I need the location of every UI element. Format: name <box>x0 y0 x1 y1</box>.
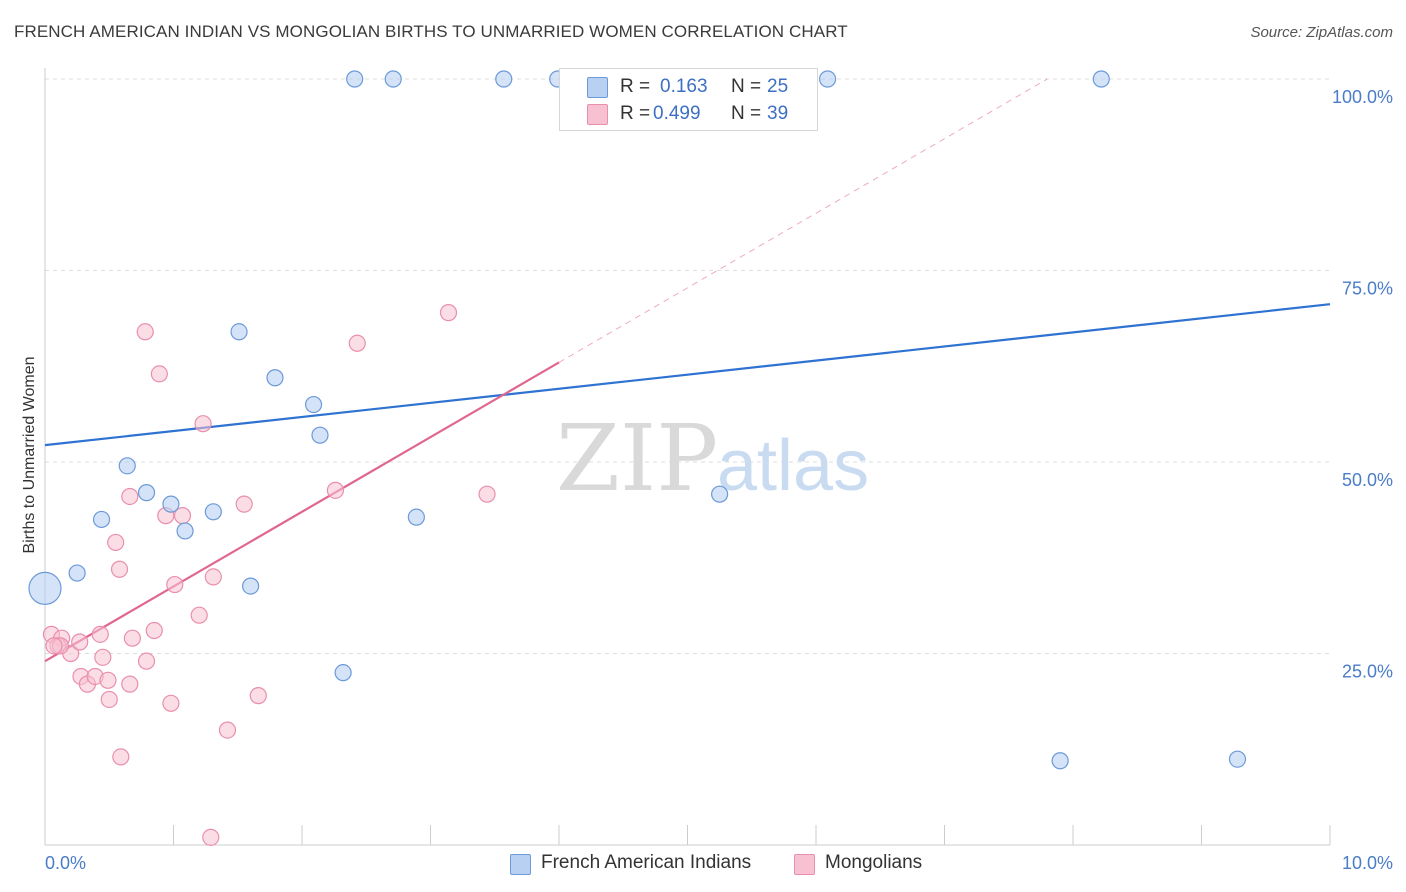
data-point-mongolians <box>478 485 496 503</box>
data-point-french-american-indians <box>818 70 837 88</box>
data-point-mongolians <box>218 721 237 739</box>
data-point-french-american-indians <box>334 664 352 682</box>
data-point-french-american-indians <box>92 510 111 529</box>
data-point-french-american-indians <box>311 426 329 444</box>
legend-swatch-blue <box>587 77 608 98</box>
data-points <box>28 70 1247 846</box>
data-point-french-american-indians <box>1092 70 1110 88</box>
data-point-mongolians <box>137 652 156 670</box>
bottom-legend-label: Mongolians <box>825 852 923 873</box>
data-point-french-american-indians <box>118 457 136 475</box>
legend-row-mongolians: R = 0.499 N = 39 <box>560 100 817 128</box>
data-point-mongolians <box>112 748 130 766</box>
bottom-legend-label: French American Indians <box>541 852 752 873</box>
data-point-french-american-indians <box>137 484 156 502</box>
data-point-mongolians <box>45 637 63 655</box>
data-point-french-american-indians <box>304 395 323 414</box>
data-point-french-american-indians <box>162 495 180 513</box>
grid-lines <box>45 78 1330 654</box>
data-point-french-american-indians <box>230 323 248 341</box>
legend-n-value: 25 <box>767 76 789 97</box>
data-point-french-american-indians <box>176 522 194 540</box>
axes: 25.0% 50.0% 75.0% 100.0% 0.0% 10.0% <box>44 68 1393 873</box>
data-point-mongolians <box>190 606 208 624</box>
data-point-mongolians <box>145 621 163 640</box>
data-point-mongolians <box>150 365 168 383</box>
data-point-french-american-indians <box>495 70 513 88</box>
data-point-french-american-indians <box>242 577 260 595</box>
bottom-legend-swatch-blue <box>510 854 531 875</box>
data-point-french-american-indians <box>1228 750 1247 768</box>
legend-r-label: R = <box>620 103 651 124</box>
data-point-mongolians <box>166 575 184 594</box>
x-tick-label: 10.0% <box>1342 853 1393 873</box>
data-point-mongolians <box>348 334 366 352</box>
legend-r-value: 0.163 <box>660 76 708 97</box>
trendline-french-american-indians <box>44 303 1331 447</box>
data-point-mongolians <box>204 568 222 586</box>
x-tick-label: 0.0% <box>45 853 86 873</box>
data-point-mongolians <box>107 533 125 552</box>
data-point-mongolians <box>136 323 154 341</box>
data-point-french-american-indians <box>28 571 62 605</box>
data-point-mongolians <box>123 629 141 647</box>
data-point-french-american-indians <box>711 485 729 503</box>
data-point-mongolians <box>121 675 139 693</box>
data-point-mongolians <box>249 687 267 705</box>
legend-n-label: N = <box>731 103 762 124</box>
source-credit: Source: ZipAtlas.com <box>1250 24 1393 41</box>
data-point-french-american-indians <box>204 503 222 521</box>
correlation-legend: R = 0.163 N = 25 R = 0.499 N = 39 <box>559 68 818 131</box>
legend-r-value: 0.499 <box>653 103 701 124</box>
legend-row-french-american-indians: R = 0.163 N = 25 <box>560 73 817 101</box>
trendline-mongolians <box>44 361 560 663</box>
legend-swatch-pink <box>587 104 608 125</box>
watermark-zip: ZIP <box>556 405 718 512</box>
y-tick-label: 100.0% <box>1332 87 1393 107</box>
data-point-mongolians <box>121 487 139 506</box>
chart-title: FRENCH AMERICAN INDIAN VS MONGOLIAN BIRT… <box>14 22 848 41</box>
data-point-mongolians <box>110 560 129 578</box>
data-point-french-american-indians <box>384 70 402 88</box>
trend-lines <box>44 78 1331 663</box>
data-point-mongolians <box>99 671 117 689</box>
legend-n-value: 39 <box>767 103 789 124</box>
data-point-mongolians <box>100 690 118 709</box>
data-point-french-american-indians <box>1051 752 1069 770</box>
data-point-mongolians <box>202 828 220 846</box>
data-point-french-american-indians <box>68 564 86 582</box>
data-point-mongolians <box>94 648 112 666</box>
legend-n-label: N = <box>731 76 762 97</box>
y-tick-label: 75.0% <box>1342 279 1393 299</box>
data-point-french-american-indians <box>346 70 364 88</box>
data-point-french-american-indians <box>266 369 284 387</box>
data-point-mongolians <box>235 495 253 513</box>
watermark-atlas: atlas <box>717 426 869 506</box>
data-point-french-american-indians <box>407 508 425 526</box>
data-point-mongolians <box>91 625 109 643</box>
data-point-mongolians <box>162 694 180 712</box>
y-tick-label: 25.0% <box>1342 662 1393 682</box>
data-point-mongolians <box>194 415 212 433</box>
y-axis-label: Births to Unmarried Women <box>21 356 38 553</box>
data-point-mongolians <box>326 481 345 499</box>
legend-r-label: R = <box>620 76 651 97</box>
data-point-mongolians <box>439 304 458 322</box>
y-tick-label: 50.0% <box>1342 470 1393 490</box>
bottom-legend-swatch-pink <box>794 854 815 875</box>
data-point-mongolians <box>71 633 89 651</box>
